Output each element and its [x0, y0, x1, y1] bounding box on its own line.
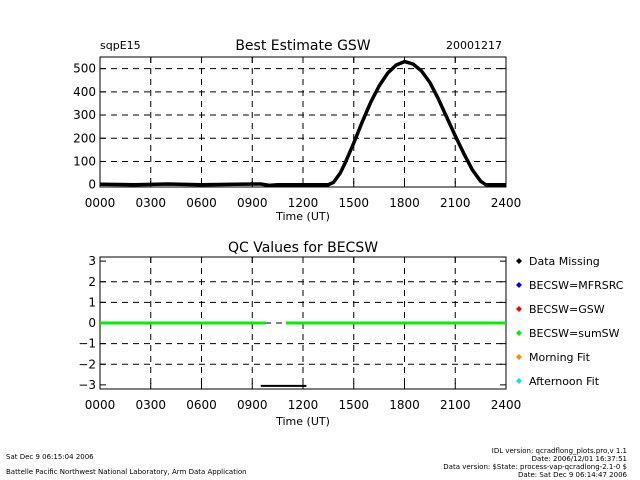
date-label: 20001217	[446, 39, 502, 52]
legend-marker	[516, 282, 522, 288]
top-y-tick-label: 200	[73, 131, 96, 145]
bottom-x-tick-label: 1500	[338, 398, 369, 412]
top-x-axis-label: Time (UT)	[275, 210, 330, 223]
top-y-tick-label: 400	[73, 85, 96, 99]
bottom-x-tick-label: 2100	[440, 398, 471, 412]
legend-marker	[516, 306, 522, 312]
top-y-tick-label: 300	[73, 108, 96, 122]
legend-label: BECSW=sumSW	[529, 327, 620, 340]
legend-marker	[516, 258, 522, 264]
top-x-tick-label: 0900	[237, 196, 268, 210]
bottom-y-tick-label: −2	[78, 357, 96, 371]
bottom-x-tick-label: 0000	[85, 398, 116, 412]
bottom-x-tick-label: 0300	[135, 398, 166, 412]
bottom-y-tick-label: −3	[78, 378, 96, 392]
top-x-tick-label: 1500	[338, 196, 369, 210]
footer-timestamp: Sat Dec 9 06:15:04 2006	[6, 453, 94, 461]
top-chart-title: Best Estimate GSW	[235, 38, 370, 54]
bottom-x-tick-label: 1200	[288, 398, 319, 412]
bottom-y-tick-label: 2	[88, 275, 96, 289]
bottom-chart-title: QC Values for BECSW	[228, 240, 378, 256]
top-series-line	[99, 59, 506, 188]
legend-marker	[516, 354, 522, 360]
bottom-x-tick-label: 0600	[186, 398, 217, 412]
top-y-tick-label: 500	[73, 62, 96, 76]
legend: Data Missing BECSW=MFRSRC BECSW=GSW BECSW=s…	[516, 255, 624, 388]
top-x-tick-label: 0000	[85, 196, 116, 210]
top-x-tick-label: 1200	[288, 196, 319, 210]
legend-marker	[516, 330, 522, 336]
footer-idl-date: Date: 2006/12/01 16:37:51	[532, 455, 627, 463]
bottom-y-tick-label: 3	[88, 254, 96, 268]
bottom-y-tick-label: 0	[88, 316, 96, 330]
bottom-x-tick-label: 2400	[491, 398, 522, 412]
footer-institution: Battelle Pacific Northwest National Labo…	[6, 468, 247, 476]
top-x-tick-label: 2100	[440, 196, 471, 210]
footer-idl-version: IDL version: qcradflong_plots.pro,v 1.1	[492, 447, 627, 455]
bottom-x-tick-label: 0900	[237, 398, 268, 412]
legend-marker	[516, 378, 522, 384]
bottom-plot-area: 0000 0300 0600 0900 1200 1500 1800 2100 2400 3 2 1 0…	[78, 254, 521, 412]
bottom-x-axis-label: Time (UT)	[275, 415, 330, 428]
legend-label: Morning Fit	[529, 351, 591, 364]
top-y-tick-label: 0	[88, 178, 96, 192]
legend-label: BECSW=MFRSRC	[529, 279, 624, 292]
bottom-x-tick-label: 1800	[389, 398, 420, 412]
bottom-y-tick-label: 1	[88, 295, 96, 309]
footer-run-date: Date: Sat Dec 9 06:14:47 2006	[518, 471, 627, 479]
top-x-tick-label: 1800	[389, 196, 420, 210]
top-x-tick-label: 2400	[491, 196, 522, 210]
top-y-tick-label: 100	[73, 154, 96, 168]
site-label: sqpE15	[100, 39, 141, 52]
legend-label: BECSW=GSW	[529, 303, 605, 316]
legend-label: Data Missing	[529, 255, 600, 268]
top-x-tick-label: 0600	[186, 196, 217, 210]
legend-label: Afternoon Fit	[529, 375, 600, 388]
footer-data-version: Data version: $State: process-vap-qcradl…	[443, 463, 627, 471]
bottom-y-tick-label: −1	[78, 337, 96, 351]
top-x-tick-label: 0300	[135, 196, 166, 210]
top-plot-area: 0000 0300 0600 0900 1200 1500 1800 2100 2400 0 100…	[73, 56, 522, 210]
